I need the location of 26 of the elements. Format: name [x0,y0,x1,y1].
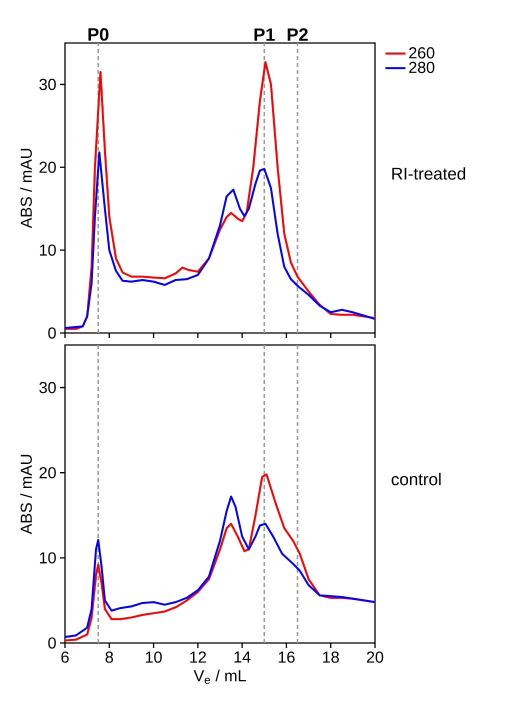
y-tick-label: 20 [40,467,56,478]
x-tick-label: 10 [146,652,162,663]
y-tick-label: 0 [48,637,56,649]
x-tick-label: 18 [323,652,339,663]
x-tick-label: 12 [190,652,206,663]
y-tick-label: 20 [40,162,56,173]
x-axis-title: V$_{e}$ / mL [194,670,246,684]
x-tick-label: 8 [106,652,114,663]
x-tick-label: 14 [234,652,251,662]
legend-label: 280 [409,62,434,74]
x-tick-label: 16 [278,652,295,663]
legend-label: 260 [409,47,434,58]
y-tick-label: 30 [39,382,56,394]
ref-line-label: P1 [254,28,275,41]
y-tick-label: 0 [48,327,56,339]
y-tick-label: 10 [40,552,56,564]
y-axis-title: ABS / mAU [20,148,32,228]
y-tick-label: 10 [40,244,56,256]
ref-line-label: P0 [88,28,108,41]
x-tick-label: 6 [61,652,69,663]
text: control [392,472,441,486]
ref-line-label: P2 [288,28,308,41]
y-tick-label: 30 [39,78,56,90]
y-axis-title: ABS / mAU [20,454,32,534]
text: RI-treated [392,167,466,180]
x-tick-label: 20 [366,652,384,663]
